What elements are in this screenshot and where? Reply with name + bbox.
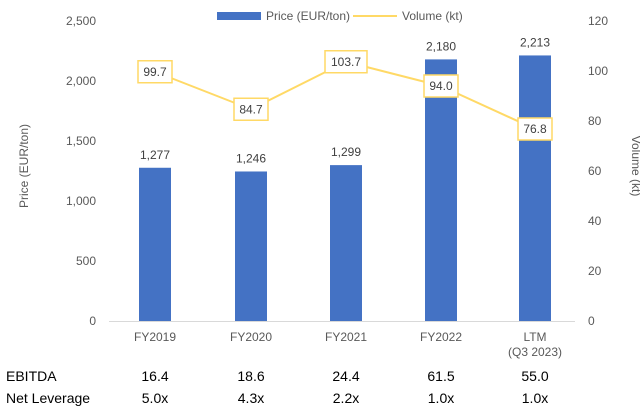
- y-tick-label-left: 2,500: [66, 14, 96, 28]
- volume-point-marker: [517, 117, 553, 141]
- table-cell: 18.6: [237, 368, 264, 384]
- volume-data-label: 103.7: [331, 55, 361, 69]
- bar: [235, 171, 267, 321]
- table-cell: 5.0x: [142, 390, 168, 406]
- bar: [330, 165, 362, 321]
- volume-point-marker: [423, 74, 459, 98]
- y-tick-label-left: 1,500: [66, 134, 96, 148]
- x-tick-label: LTM: [523, 330, 546, 344]
- table-row-label: EBITDA: [6, 368, 57, 384]
- table-cell: 1.0x: [522, 390, 548, 406]
- x-tick-label: FY2020: [230, 330, 272, 344]
- y-axis-ticks-left: 0 500 1,000 1,500 2,000 2,500: [66, 14, 96, 328]
- y-tick-label-left: 0: [89, 314, 96, 328]
- y-tick-label-right: 20: [588, 264, 602, 278]
- y-tick-label-right: 80: [588, 114, 602, 128]
- x-tick-label: FY2022: [420, 330, 462, 344]
- volume-line-layer: 99.7 84.7 103.7 94.0 76.8: [137, 50, 553, 141]
- y-tick-label-right: 100: [588, 64, 608, 78]
- x-axis-labels: FY2019 FY2020 FY2021 FY2022 LTM(Q3 2023): [134, 330, 562, 359]
- y-tick-label-right: 120: [588, 14, 608, 28]
- volume-point-marker: [233, 97, 269, 121]
- volume-data-label: 94.0: [429, 79, 453, 93]
- y-tick-label-left: 500: [76, 254, 96, 268]
- x-tick-label: FY2019: [134, 330, 176, 344]
- bar: [139, 167, 171, 321]
- x-tick-sublabel: (Q3 2023): [508, 345, 562, 359]
- table-row-label: Net Leverage: [6, 390, 90, 406]
- y-tick-label-right: 0: [588, 314, 595, 328]
- legend-label-volume: Volume (kt): [402, 9, 463, 23]
- table-cell: 2.2x: [333, 390, 359, 406]
- volume-data-label: 76.8: [523, 122, 547, 136]
- bar-labels: 1,277 1,246 1,299 2,180 2,213: [140, 35, 550, 165]
- y-tick-label-left: 1,000: [66, 194, 96, 208]
- y-tick-label-right: 40: [588, 214, 602, 228]
- bars: [139, 55, 551, 322]
- table-cell: 24.4: [332, 368, 359, 384]
- x-tick-label: FY2021: [325, 330, 367, 344]
- bar-data-label: 1,246: [236, 151, 266, 165]
- table-cell: 1.0x: [428, 390, 454, 406]
- table-cell: 4.3x: [238, 390, 264, 406]
- bar: [425, 59, 457, 322]
- metrics-table: EBITDA 16.4 18.6 24.4 61.5 55.0 Net Leverage 5.…: [6, 368, 549, 406]
- volume-data-label: 84.7: [239, 102, 263, 116]
- y-axis-ticks-right: 0 20 40 60 80 100 120: [588, 14, 608, 328]
- legend-label-price: Price (EUR/ton): [266, 9, 350, 23]
- bar-data-label: 2,213: [520, 35, 550, 49]
- volume-point-marker: [137, 60, 173, 84]
- volume-point-marker: [324, 50, 368, 74]
- legend-swatch-price: [217, 12, 261, 20]
- bar-data-label: 1,299: [331, 145, 361, 159]
- bar-data-label: 2,180: [426, 39, 456, 53]
- volume-data-label: 99.7: [143, 65, 167, 79]
- y-tick-label-left: 2,000: [66, 74, 96, 88]
- table-cell: 16.4: [141, 368, 168, 384]
- y-axis-title-left: Price (EUR/ton): [17, 124, 31, 208]
- y-axis-title-right: Volume (kt): [629, 136, 640, 197]
- table-cell: 61.5: [427, 368, 454, 384]
- y-tick-label-right: 60: [588, 164, 602, 178]
- table-cell: 55.0: [521, 368, 548, 384]
- bar: [519, 55, 551, 321]
- bar-data-label: 1,277: [140, 148, 170, 162]
- legend: Price (EUR/ton) Volume (kt): [217, 9, 463, 23]
